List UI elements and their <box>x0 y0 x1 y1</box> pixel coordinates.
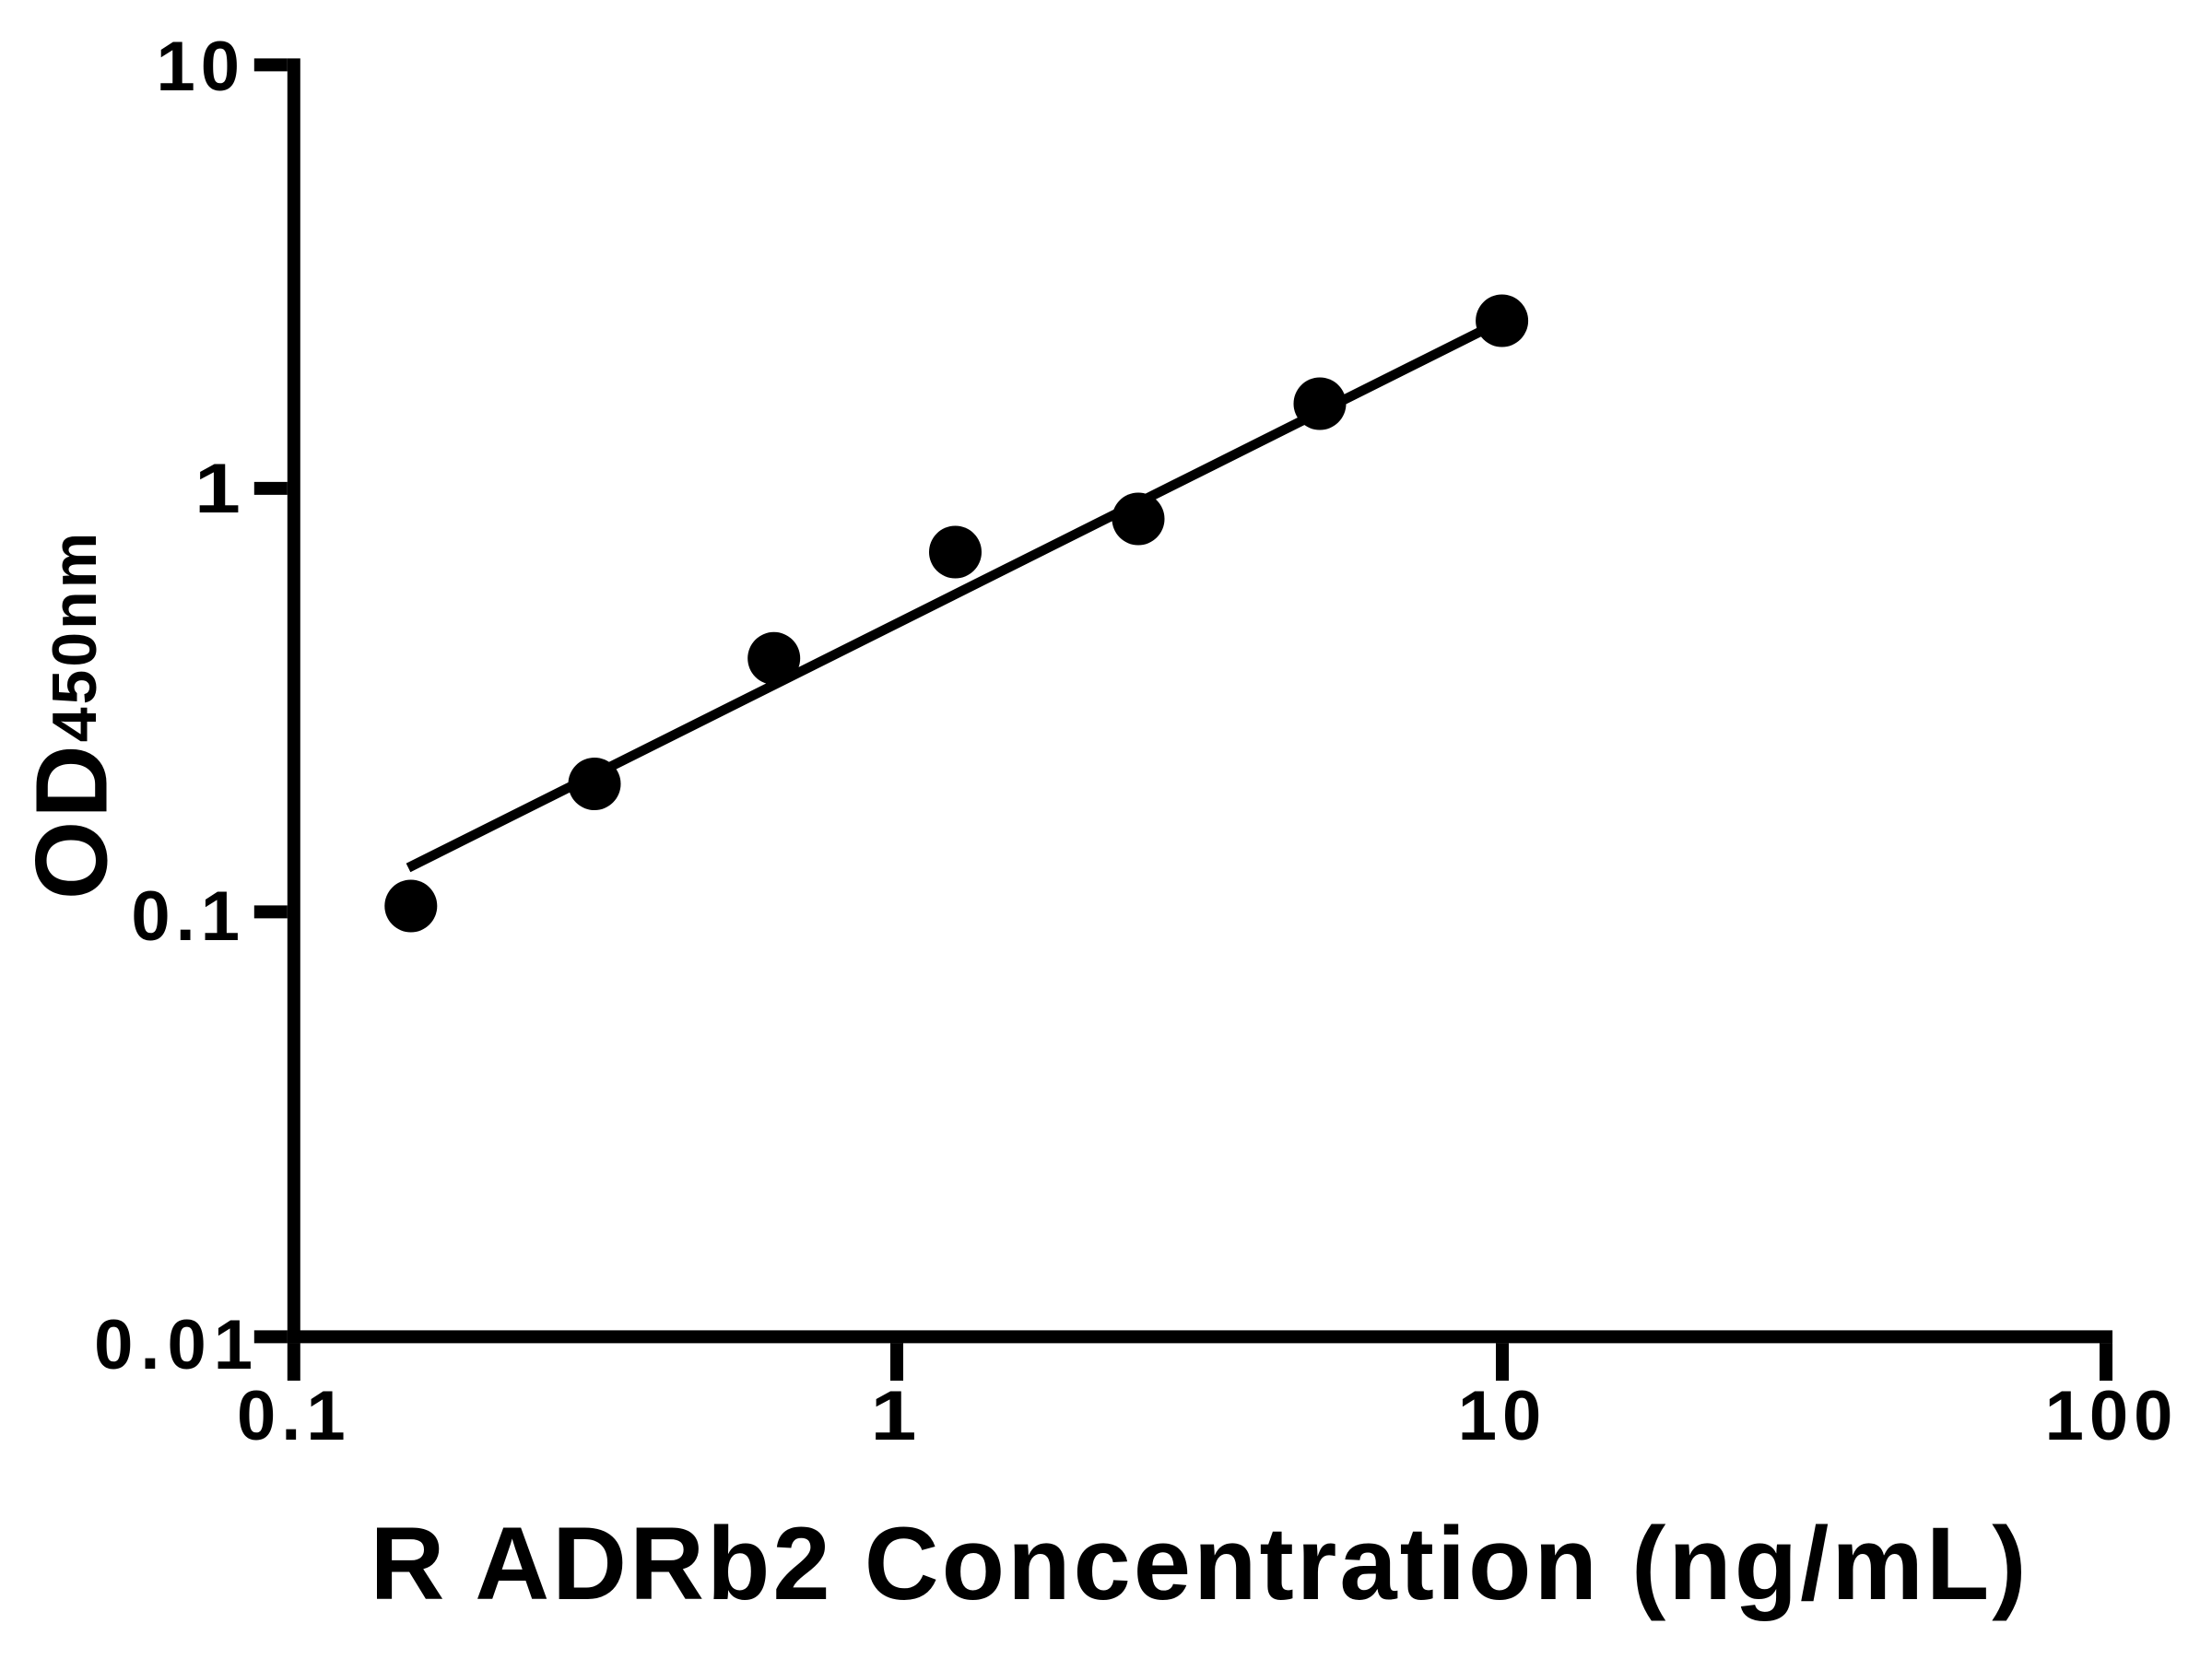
svg-text:0.01: 0.01 <box>94 1306 260 1384</box>
svg-text:1: 1 <box>194 450 247 528</box>
svg-text:10: 10 <box>156 28 245 106</box>
svg-text:100: 100 <box>2045 1377 2179 1455</box>
svg-text:0.1: 0.1 <box>131 877 245 956</box>
svg-text:1: 1 <box>871 1377 924 1455</box>
svg-text:10: 10 <box>1458 1377 1547 1455</box>
svg-text:0.1: 0.1 <box>237 1377 351 1455</box>
svg-text:R ADRb2 Concentration (ng/mL): R ADRb2 Concentration (ng/mL) <box>370 1506 2029 1621</box>
